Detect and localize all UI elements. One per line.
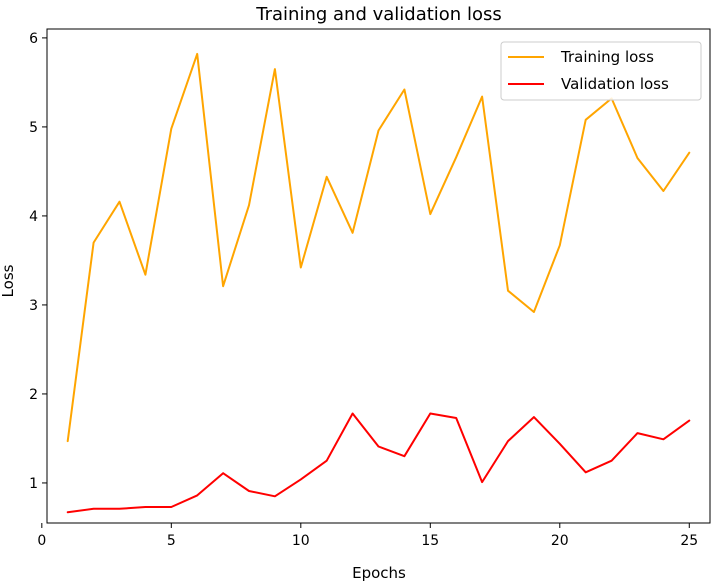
y-tick-label: 6 bbox=[29, 31, 38, 47]
x-tick-label: 10 bbox=[292, 533, 310, 549]
legend-label-validation: Validation loss bbox=[561, 75, 669, 93]
plot-area bbox=[66, 52, 691, 514]
x-tick-label: 25 bbox=[680, 533, 698, 549]
series-line-training-loss bbox=[66, 52, 691, 443]
x-tick-label: 20 bbox=[551, 533, 569, 549]
x-axis-label: Epochs bbox=[352, 564, 406, 582]
legend: Training loss Validation loss bbox=[500, 41, 702, 101]
x-tick-label: 5 bbox=[167, 533, 176, 549]
y-axis-ticks: 1 2 3 4 5 6 bbox=[29, 31, 47, 492]
y-tick-label: 4 bbox=[29, 209, 38, 225]
chart-title: Training and validation loss bbox=[255, 4, 501, 25]
y-tick-label: 5 bbox=[29, 120, 38, 136]
series-line-validation-loss bbox=[66, 412, 691, 514]
plot-frame bbox=[46, 28, 711, 524]
y-tick-label: 3 bbox=[29, 298, 38, 314]
y-tick-label: 2 bbox=[29, 387, 38, 403]
x-tick-label: 15 bbox=[421, 533, 439, 549]
legend-label-training: Training loss bbox=[560, 48, 654, 66]
y-axis-label: Loss bbox=[0, 264, 17, 297]
y-tick-label: 1 bbox=[29, 476, 38, 492]
x-tick-label: 0 bbox=[37, 533, 46, 549]
legend-box bbox=[500, 41, 702, 101]
x-axis-ticks: 0 5 10 15 20 25 bbox=[37, 523, 698, 549]
